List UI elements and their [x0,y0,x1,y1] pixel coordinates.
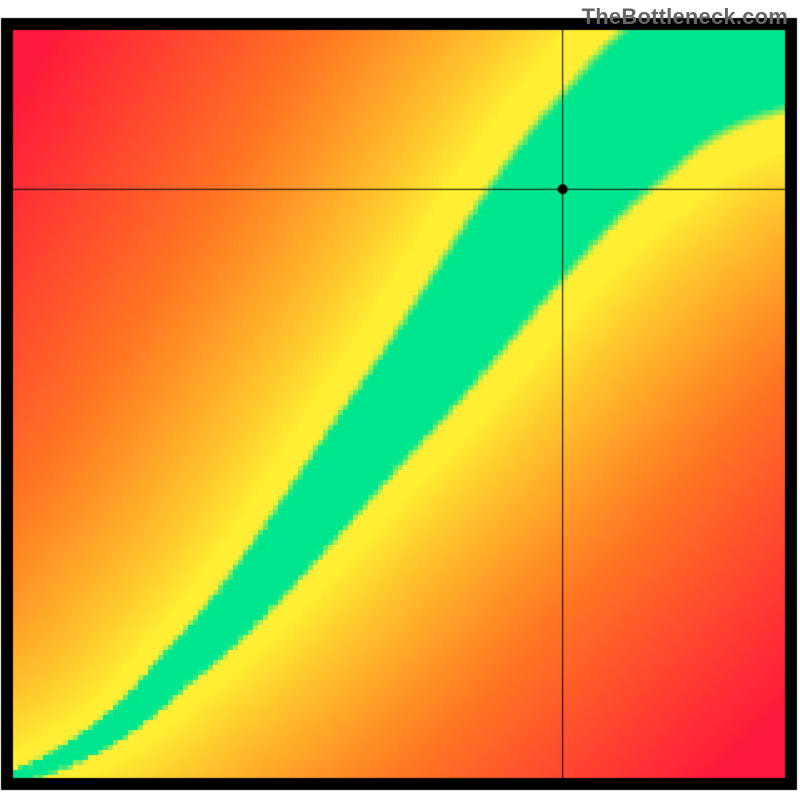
chart-container: TheBottleneck.com [0,0,800,800]
watermark-text: TheBottleneck.com [582,4,788,30]
heatmap-canvas [0,0,800,800]
